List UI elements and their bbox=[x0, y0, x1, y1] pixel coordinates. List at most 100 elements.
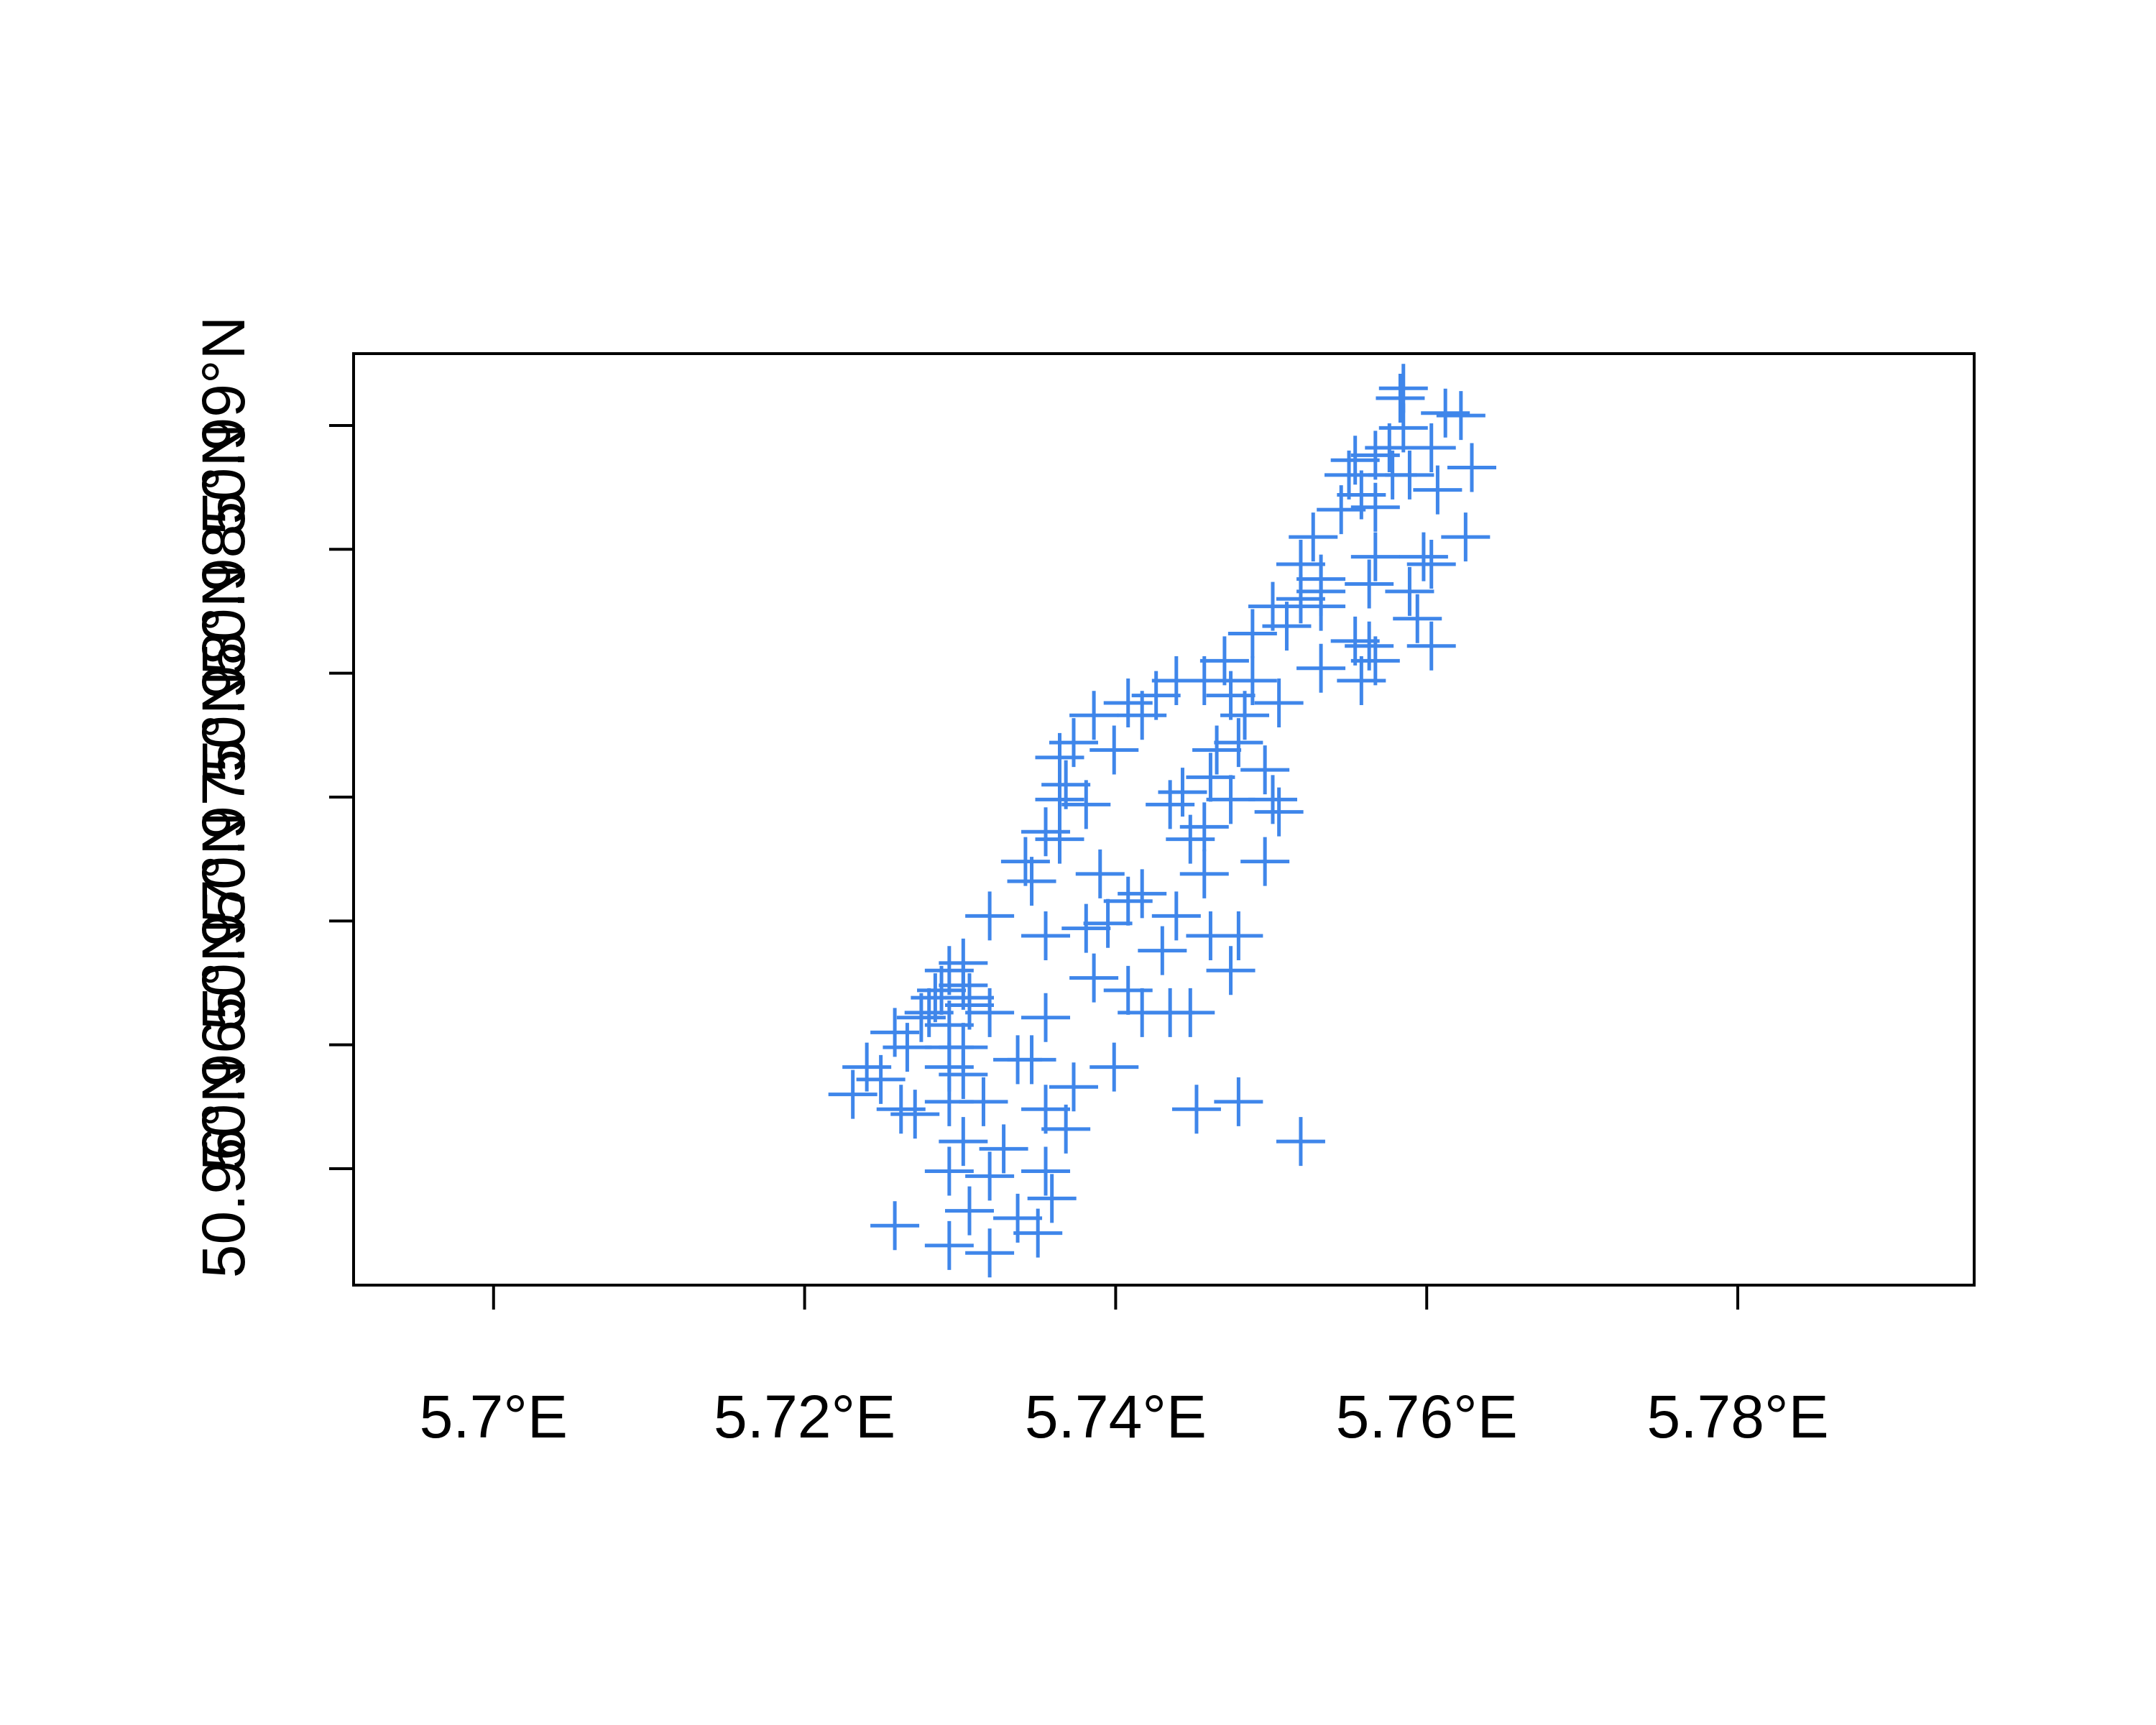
point bbox=[1151, 656, 1201, 705]
point bbox=[924, 946, 974, 995]
point bbox=[1103, 876, 1153, 926]
point bbox=[1220, 691, 1270, 740]
point bbox=[1027, 1174, 1077, 1223]
point bbox=[1061, 903, 1111, 953]
point bbox=[1337, 656, 1386, 705]
point bbox=[1021, 993, 1071, 1042]
point bbox=[1118, 691, 1167, 740]
point bbox=[1021, 911, 1071, 960]
point bbox=[870, 1008, 920, 1057]
point bbox=[1376, 374, 1425, 423]
point bbox=[1089, 725, 1139, 775]
point bbox=[917, 965, 967, 1015]
point bbox=[1227, 609, 1277, 658]
point bbox=[1296, 581, 1346, 631]
point bbox=[1103, 965, 1153, 1015]
point bbox=[1276, 1117, 1325, 1167]
point bbox=[1330, 436, 1380, 485]
x-tick-label: 5.76°E bbox=[1336, 1383, 1518, 1450]
point bbox=[1041, 760, 1091, 809]
point bbox=[939, 1117, 988, 1167]
point bbox=[1227, 656, 1277, 705]
point bbox=[939, 1050, 988, 1100]
point bbox=[1345, 559, 1394, 609]
x-tick-label: 5.7°E bbox=[420, 1383, 568, 1450]
point bbox=[965, 988, 1015, 1037]
y-tick-label: 50.985°N bbox=[190, 423, 257, 676]
point bbox=[896, 993, 946, 1042]
point bbox=[870, 1201, 920, 1251]
point bbox=[1206, 946, 1256, 995]
point bbox=[1378, 403, 1428, 453]
point bbox=[965, 1228, 1015, 1278]
point bbox=[1214, 911, 1263, 960]
point bbox=[1413, 465, 1462, 515]
point bbox=[1406, 621, 1456, 671]
point bbox=[1021, 1085, 1071, 1134]
point bbox=[1345, 621, 1394, 671]
point bbox=[1406, 539, 1456, 589]
x-tick-label: 5.78°E bbox=[1647, 1383, 1829, 1450]
y-tick-label: 50.98°N bbox=[190, 564, 257, 782]
y-tick-label: 50.99°N bbox=[190, 316, 257, 535]
point bbox=[1436, 391, 1485, 441]
point bbox=[1350, 532, 1400, 581]
point bbox=[1350, 482, 1400, 532]
point bbox=[1118, 869, 1167, 919]
point bbox=[1289, 512, 1338, 562]
point bbox=[1206, 775, 1256, 824]
point bbox=[1103, 678, 1153, 727]
point bbox=[1199, 636, 1249, 686]
point bbox=[1254, 787, 1304, 837]
point bbox=[1254, 678, 1304, 727]
point bbox=[1131, 671, 1181, 720]
point bbox=[965, 891, 1015, 941]
point bbox=[1337, 470, 1386, 520]
point bbox=[1447, 443, 1496, 492]
point bbox=[1049, 1062, 1098, 1112]
point bbox=[1089, 1042, 1139, 1092]
point bbox=[1192, 725, 1242, 775]
point bbox=[1171, 1085, 1221, 1134]
x-tick-label: 5.74°E bbox=[1025, 1383, 1207, 1450]
point bbox=[1041, 1104, 1091, 1154]
point bbox=[1021, 807, 1071, 857]
point bbox=[890, 1090, 940, 1139]
point bbox=[883, 1023, 932, 1072]
point bbox=[944, 973, 994, 1023]
point bbox=[1385, 450, 1434, 500]
point bbox=[1146, 780, 1195, 829]
point bbox=[1248, 775, 1297, 824]
plot-frame bbox=[352, 352, 1976, 1287]
point bbox=[944, 1186, 994, 1236]
point bbox=[924, 1023, 974, 1072]
x-tick-label: 5.72°E bbox=[714, 1383, 895, 1450]
point bbox=[1325, 450, 1374, 500]
point bbox=[1206, 671, 1256, 720]
point bbox=[1000, 837, 1050, 886]
y-tick-label: 50.96°N bbox=[190, 1059, 257, 1278]
y-tick-label: 50.975°N bbox=[190, 671, 257, 923]
point bbox=[1138, 926, 1187, 975]
point bbox=[856, 1054, 906, 1104]
point bbox=[939, 938, 988, 988]
point bbox=[1385, 566, 1434, 616]
point bbox=[1317, 485, 1366, 535]
point bbox=[1330, 616, 1380, 666]
point bbox=[1276, 574, 1325, 624]
y-tick-label: 50.965°N bbox=[190, 919, 257, 1171]
point bbox=[1166, 988, 1215, 1037]
point bbox=[1214, 718, 1263, 768]
point bbox=[1186, 753, 1235, 802]
point bbox=[1151, 891, 1201, 941]
point bbox=[1399, 532, 1448, 581]
point bbox=[1406, 423, 1456, 472]
point bbox=[965, 1151, 1015, 1201]
point bbox=[1158, 768, 1207, 817]
point bbox=[1061, 780, 1111, 829]
point bbox=[1069, 953, 1119, 1003]
point bbox=[1240, 745, 1290, 795]
point bbox=[904, 988, 954, 1037]
point bbox=[993, 1193, 1043, 1243]
